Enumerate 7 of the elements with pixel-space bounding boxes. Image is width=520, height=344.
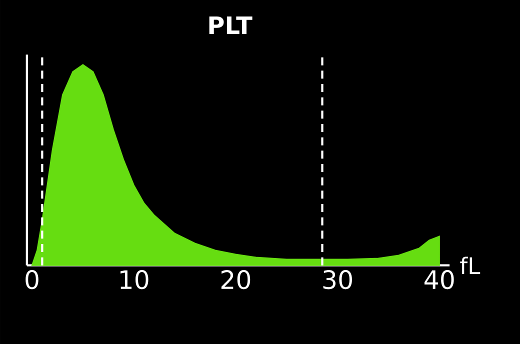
x-tick-label: 20 xyxy=(221,270,250,290)
x-tick-label: 10 xyxy=(120,270,148,290)
x-tick-label: 30 xyxy=(323,270,352,290)
chart-title: PLT xyxy=(209,16,252,34)
x-tick-label: 0 xyxy=(26,270,38,290)
x-tick-label: 40 xyxy=(424,270,454,290)
x-axis-title: fL xyxy=(460,256,480,274)
